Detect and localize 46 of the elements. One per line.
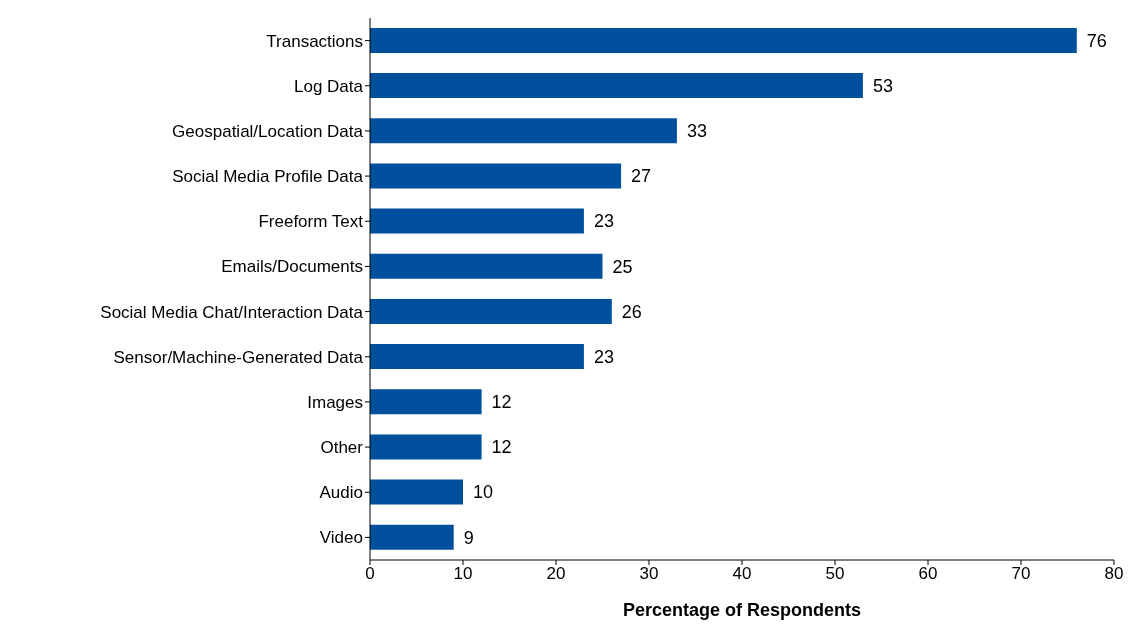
y-tick-label: Sensor/Machine-Generated Data [113,347,364,367]
bar [370,27,1077,53]
bar [370,344,584,370]
x-tick-label: 30 [639,564,659,584]
data-label: 25 [612,256,633,277]
x-tick-label: 40 [732,564,752,584]
bar [370,479,463,505]
y-tick-label: Social Media Chat/Interaction Data [100,302,364,322]
bar [370,73,863,99]
x-tick-label: 60 [918,564,938,584]
data-label: 23 [593,346,614,367]
data-label: 33 [686,121,707,142]
y-tick-label: Other [320,438,364,458]
data-label: 76 [1086,30,1107,51]
data-label: 53 [872,75,893,96]
data-label: 12 [491,437,512,458]
bar [370,118,677,144]
bar [370,389,482,415]
y-tick-label: Social Media Profile Data [172,167,364,187]
data-label: 23 [593,211,614,232]
x-tick-label: 20 [546,564,566,584]
y-tick-label: Geospatial/Location Data [172,121,364,141]
bar [370,208,584,234]
data-label: 26 [621,301,642,322]
data-label: 9 [463,527,474,548]
x-tick-label: 0 [365,564,375,584]
y-tick-label: Audio [319,483,363,503]
bar [370,298,612,324]
y-tick-label: Video [319,528,363,548]
y-tick-label: Freeform Text [258,212,364,232]
bar [370,524,454,550]
data-label: 12 [491,392,512,413]
x-tick-label: 50 [825,564,845,584]
y-tick-label: Log Data [294,76,364,96]
y-tick-label: Transactions [266,31,363,51]
bar [370,163,622,189]
x-tick-label: 80 [1104,564,1124,584]
bar [370,434,482,460]
y-tick-label: Images [307,392,363,412]
x-axis-title: Percentage of Respondents [622,600,862,620]
data-label: 27 [631,166,652,187]
bar [370,253,603,279]
x-tick-label: 70 [1011,564,1031,584]
data-label: 10 [473,482,494,503]
x-tick-label: 10 [453,564,473,584]
y-tick-label: Emails/Documents [221,257,363,277]
